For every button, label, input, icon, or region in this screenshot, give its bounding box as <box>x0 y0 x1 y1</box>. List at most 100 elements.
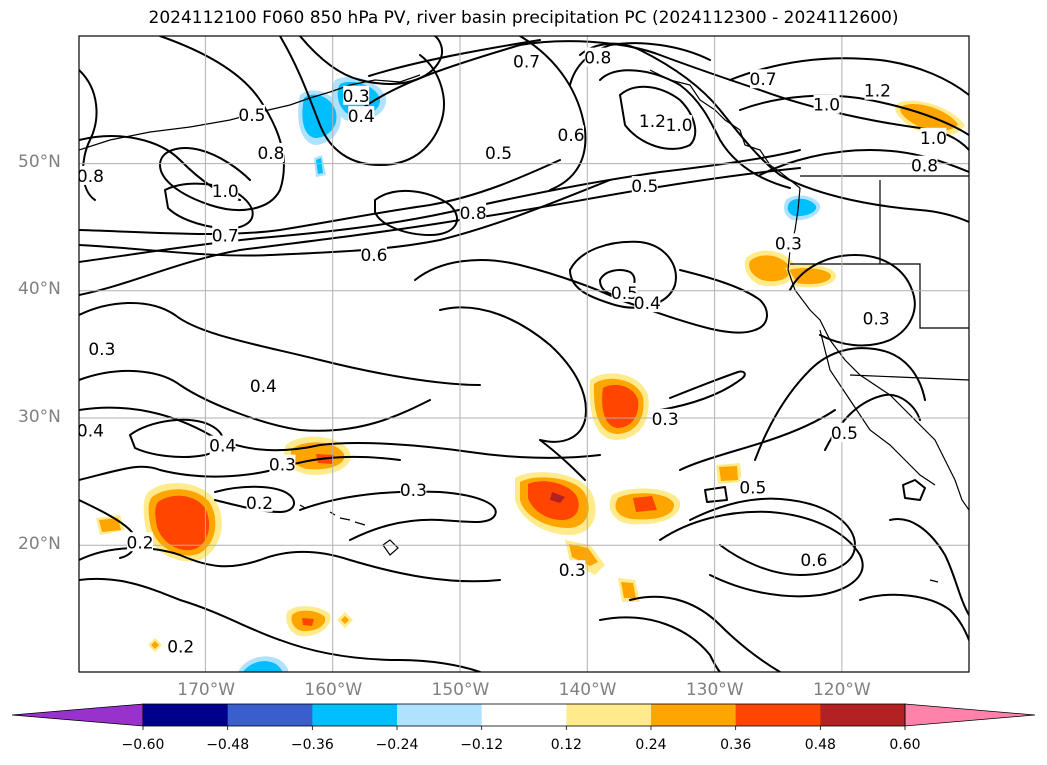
contour-label: 0.5 <box>238 106 265 126</box>
precip-blob-negative <box>238 656 289 672</box>
contour-label: 1.0 <box>920 129 947 149</box>
contour-label-background <box>813 94 840 114</box>
colorbar-segment <box>735 704 821 726</box>
contour-label: 0.2 <box>167 638 194 658</box>
coastlines <box>79 69 969 583</box>
colorbar-tick-label: 0.24 <box>635 737 667 753</box>
contour-line <box>368 39 541 77</box>
map-title: 2024112100 F060 850 hPa PV, river basin … <box>148 8 899 28</box>
contour-line <box>679 409 836 471</box>
contour-label-background <box>79 420 104 440</box>
contour-line <box>359 40 969 151</box>
colorbar-tick-label: 0.12 <box>550 737 582 753</box>
contour-label-background <box>212 181 239 201</box>
coastline <box>929 579 939 583</box>
contour-line <box>659 510 864 598</box>
contour-label-background <box>257 143 284 163</box>
contour-label-background <box>631 176 658 196</box>
contour-line <box>754 347 926 461</box>
contour-label-background <box>739 477 766 497</box>
contour-label-background <box>88 338 115 358</box>
colorbar-segment <box>312 704 398 726</box>
precip-blob <box>286 606 331 637</box>
contour-label: 0.3 <box>559 561 586 581</box>
colorbar <box>11 703 1036 730</box>
lat-tick-label: 30°N <box>18 406 61 427</box>
contour-label: 0.5 <box>611 284 638 304</box>
contour-label-background <box>800 550 827 570</box>
contour-line <box>79 159 561 236</box>
contour-label-background <box>775 233 802 253</box>
contour-label-background <box>79 165 104 185</box>
colorbar-segment <box>481 704 567 726</box>
contour-label: 0.7 <box>513 52 540 72</box>
contour-label-background <box>485 143 512 163</box>
contour-label: 0.3 <box>863 309 890 329</box>
contour-line <box>299 36 444 85</box>
contour-label: 0.5 <box>485 144 512 164</box>
colorbar-tick-label: −0.36 <box>290 737 334 753</box>
contour-line <box>159 36 285 211</box>
colorbar-segment <box>820 704 906 726</box>
colorbar-segment <box>566 704 652 726</box>
contour-label: 0.5 <box>739 479 766 499</box>
colorbar-tick-label: 0.36 <box>720 737 752 753</box>
contour-line <box>519 36 587 191</box>
coastline <box>299 504 366 526</box>
contour-line <box>79 149 801 263</box>
contour-label: 0.8 <box>584 49 611 69</box>
contour-label-background <box>209 435 236 455</box>
coastline <box>819 329 936 486</box>
lat-tick-label: 40°N <box>18 279 61 300</box>
contour-label-background <box>864 80 891 100</box>
lon-tick-label: 120°W <box>812 680 871 700</box>
contour-label-background <box>750 69 777 89</box>
contour-line <box>619 85 697 150</box>
precip-blob <box>148 638 162 652</box>
colorbar-tick-label: 0.48 <box>804 737 836 753</box>
contour-label-background <box>639 111 666 131</box>
contour-line <box>439 306 587 443</box>
contour-line <box>599 616 721 672</box>
contour-line <box>619 269 768 334</box>
colorbar-segment <box>651 704 737 726</box>
contour-label: 0.4 <box>348 107 375 127</box>
contour-label-background <box>911 155 938 175</box>
contour-line <box>704 486 728 503</box>
contour-label: 0.8 <box>77 167 104 187</box>
contour-line <box>599 69 791 189</box>
map-frame <box>78 35 970 673</box>
contour-label: 0.6 <box>360 246 387 266</box>
contour-label: 0.8 <box>257 144 284 164</box>
lon-tick-label: 140°W <box>558 680 617 700</box>
contour-label: 0.7 <box>750 70 777 90</box>
contour-label: 0.2 <box>246 494 273 514</box>
contour-label-background <box>920 127 947 147</box>
contour-label: 1.0 <box>666 116 693 136</box>
contour-label-background <box>246 492 273 512</box>
colorbar-tick-label: −0.60 <box>121 737 165 753</box>
precip-blob <box>609 488 681 525</box>
contour-label-background <box>238 104 265 124</box>
contour-line <box>539 439 586 481</box>
colorbar-tick-label: −0.48 <box>206 737 250 753</box>
contour-label: 0.3 <box>88 340 115 360</box>
contour-line <box>164 182 254 230</box>
contour-label-background <box>513 51 540 71</box>
contour-label: 0.3 <box>652 410 679 430</box>
contour-line <box>79 302 481 386</box>
contour-label-background <box>167 636 194 656</box>
coastline <box>79 74 421 151</box>
contour-line <box>569 42 711 86</box>
precipitation-shading <box>96 76 965 672</box>
contour-label: 0.6 <box>558 126 585 146</box>
colorbar-tick-label: −0.12 <box>460 737 504 753</box>
precip-blob <box>337 612 353 628</box>
contour-label-background <box>652 408 679 428</box>
contour-label: 0.4 <box>250 377 277 397</box>
contour-label: 1.2 <box>639 112 666 132</box>
contour-label-background <box>863 308 890 328</box>
contour-label-background <box>831 422 858 442</box>
contour-label: 0.3 <box>400 481 427 501</box>
